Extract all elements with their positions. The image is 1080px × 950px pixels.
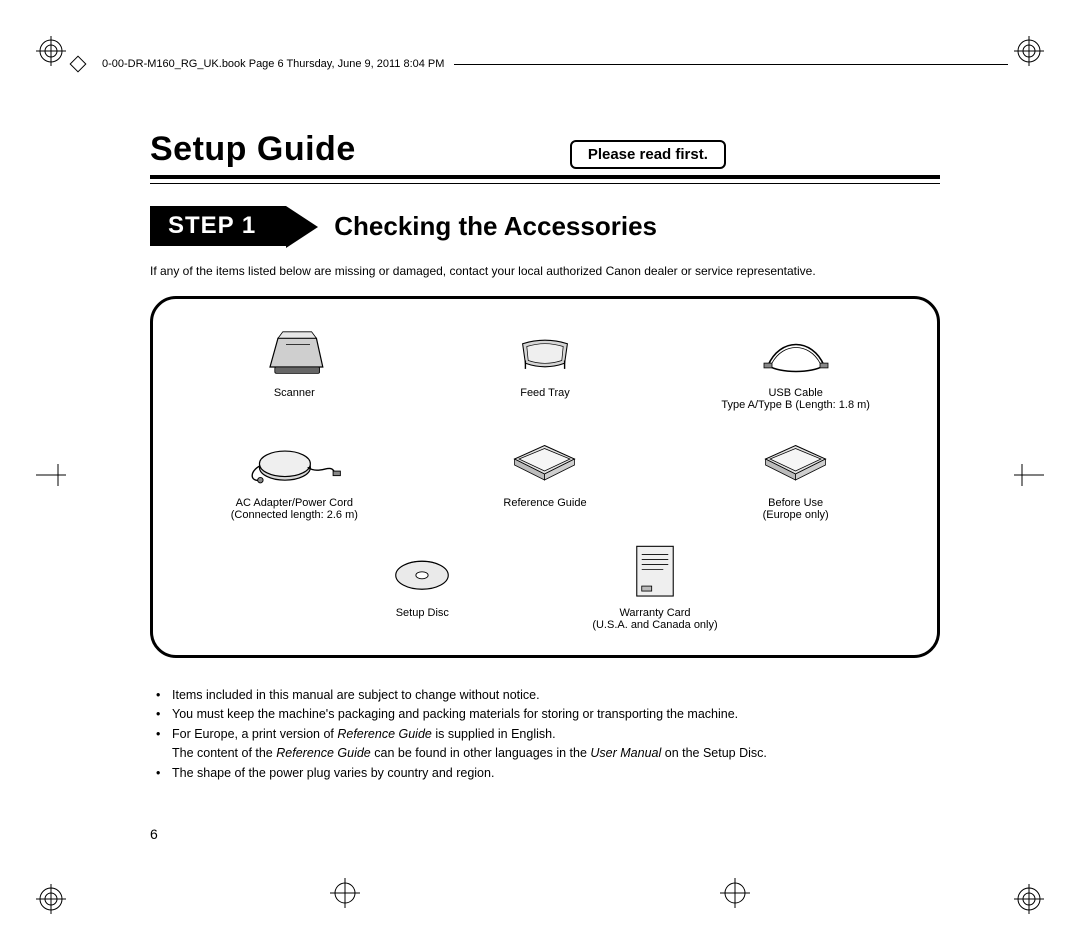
accessory-caption: Warranty Card — [619, 607, 690, 619]
accessory-caption: Scanner — [274, 387, 315, 399]
accessory-caption: Reference Guide — [503, 497, 586, 509]
step-chip: STEP 1 — [150, 206, 286, 246]
before-use-icon — [746, 429, 846, 491]
crop-mark-bottom-left-icon — [36, 884, 66, 914]
accessory-ac-adapter: AC Adapter/Power Cord (Connected length:… — [181, 429, 408, 521]
note-text: Items included in this manual are subjec… — [172, 688, 540, 702]
title-thin-rule — [150, 183, 940, 184]
setup-disc-icon — [372, 539, 472, 601]
accessory-caption: Setup Disc — [396, 607, 449, 619]
accessory-caption: Before Use — [768, 497, 823, 509]
accessory-before-use: Before Use (Europe only) — [682, 429, 909, 521]
accessory-caption-sub: Type A/Type B (Length: 1.8 m) — [721, 399, 870, 411]
crop-mark-mid-left-icon — [36, 460, 66, 490]
note-text: on the Setup Disc. — [661, 746, 767, 760]
accessory-caption-sub: (Europe only) — [763, 509, 829, 521]
note-subtext: The content of the Reference Guide can b… — [172, 744, 940, 763]
step-banner: STEP 1 Checking the Accessories — [150, 206, 940, 246]
read-first-badge: Please read first. — [570, 140, 726, 169]
note-text: is supplied in English. — [432, 727, 556, 741]
note-item: The shape of the power plug varies by co… — [164, 764, 940, 783]
page-title: Setup Guide — [150, 130, 356, 169]
running-head-text: 0-00-DR-M160_RG_UK.book Page 6 Thursday,… — [98, 58, 448, 70]
note-text: The shape of the power plug varies by co… — [172, 766, 494, 780]
note-text: You must keep the machine's packaging an… — [172, 707, 738, 721]
page-number: 6 — [150, 826, 158, 842]
crop-mark-bottom-center-left-icon — [330, 878, 360, 908]
accessory-caption-sub: (Connected length: 2.6 m) — [231, 509, 358, 521]
note-text-italic: User Manual — [590, 746, 661, 760]
running-head: 0-00-DR-M160_RG_UK.book Page 6 Thursday,… — [72, 58, 1008, 70]
crop-mark-mid-right-icon — [1014, 460, 1044, 490]
reference-guide-icon — [495, 429, 595, 491]
feed-tray-icon — [495, 319, 595, 381]
accessory-caption: USB Cable — [768, 387, 822, 399]
usb-cable-icon — [746, 319, 846, 381]
accessory-usb-cable: USB Cable Type A/Type B (Length: 1.8 m) — [682, 319, 909, 411]
accessory-caption: Feed Tray — [520, 387, 570, 399]
ac-adapter-icon — [244, 429, 344, 491]
note-text: can be found in other languages in the — [371, 746, 591, 760]
step-title: Checking the Accessories — [334, 211, 657, 242]
crop-mark-top-right-icon — [1014, 36, 1044, 66]
accessory-feed-tray: Feed Tray — [432, 319, 659, 411]
warranty-card-icon — [605, 539, 705, 601]
scanner-icon — [244, 319, 344, 381]
note-text-italic: Reference Guide — [276, 746, 371, 760]
notes-list: Items included in this manual are subjec… — [150, 686, 940, 783]
note-text-italic: Reference Guide — [337, 727, 432, 741]
crop-mark-bottom-right-icon — [1014, 884, 1044, 914]
note-item: You must keep the machine's packaging an… — [164, 705, 940, 724]
accessory-setup-disc: Setup Disc — [372, 539, 472, 631]
diamond-icon — [70, 56, 87, 73]
note-item: Items included in this manual are subjec… — [164, 686, 940, 705]
running-head-rule — [454, 64, 1008, 65]
note-text: For Europe, a print version of — [172, 727, 337, 741]
crop-mark-bottom-center-right-icon — [720, 878, 750, 908]
intro-paragraph: If any of the items listed below are mis… — [150, 264, 940, 278]
accessory-reference-guide: Reference Guide — [432, 429, 659, 521]
accessory-warranty-card: Warranty Card (U.S.A. and Canada only) — [592, 539, 717, 631]
accessories-frame: Scanner Feed Tray — [150, 296, 940, 658]
title-row: Setup Guide Please read first. — [150, 130, 940, 179]
note-item: For Europe, a print version of Reference… — [164, 725, 940, 764]
accessory-scanner: Scanner — [181, 319, 408, 411]
accessory-caption-sub: (U.S.A. and Canada only) — [592, 619, 717, 631]
accessory-caption: AC Adapter/Power Cord — [236, 497, 353, 509]
page-content: Setup Guide Please read first. STEP 1 Ch… — [150, 130, 940, 783]
crop-mark-top-left-icon — [36, 36, 66, 66]
note-text: The content of the — [172, 746, 276, 760]
